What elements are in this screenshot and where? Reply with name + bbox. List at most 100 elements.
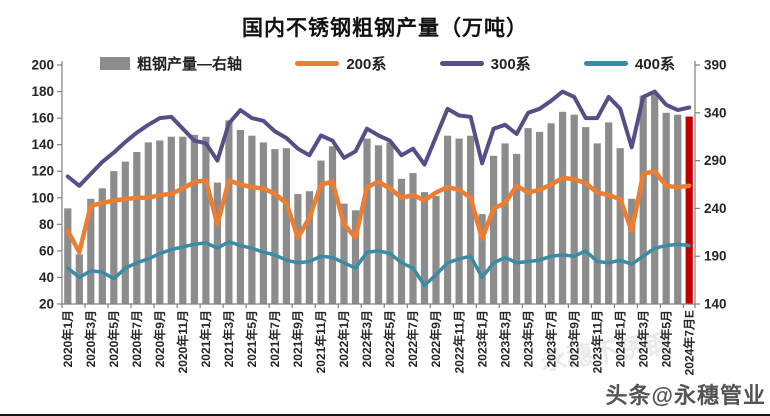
left-axis-tick-label: 180 (31, 84, 54, 99)
right-axis-tick-label: 290 (704, 153, 727, 168)
x-axis-tick-label: 2021年11月 (313, 310, 328, 373)
bar (386, 142, 394, 304)
bar (121, 161, 129, 304)
x-axis-tick-label: 2020年11月 (175, 310, 190, 373)
left-axis-tick-label: 120 (31, 164, 54, 179)
right-axis-tick-label: 190 (704, 249, 727, 264)
x-axis-tick-label: 2022年9月 (428, 310, 443, 367)
bar (639, 95, 647, 304)
x-axis-tick-label: 2021年1月 (198, 310, 213, 367)
bar-estimate-red (685, 116, 693, 304)
legend-item-400-series: 400系 (583, 53, 675, 74)
bars-crude-steel (64, 93, 693, 305)
bar (524, 128, 532, 304)
bar (513, 153, 521, 304)
bar (271, 149, 279, 304)
x-axis-tick-label: 2020年1月 (60, 310, 75, 367)
x-axis-tick-label: 2023年1月 (474, 310, 489, 367)
legend-label: 300系 (490, 56, 531, 73)
bar (582, 127, 590, 304)
x-axis-tick-label: 2023年5月 (520, 310, 535, 367)
bar (317, 160, 325, 304)
bar (202, 136, 210, 304)
line-300-series (65, 89, 692, 188)
line-swatch-icon (295, 61, 340, 66)
bar (282, 148, 290, 304)
x-axis-tick-label: 2020年5月 (106, 310, 121, 367)
x-axis-tick-label: 2021年9月 (290, 310, 305, 367)
left-axis-tick-label: 60 (39, 243, 54, 258)
right-axis-tick-label: 140 (704, 297, 727, 312)
chart-title: 国内不锈钢粗钢产量（万吨） (242, 17, 528, 40)
bar (179, 136, 187, 304)
x-axis-tick-label: 2020年9月 (152, 310, 167, 367)
x-axis-tick-label: 2022年11月 (451, 310, 466, 373)
x-axis-tick-label: 2022年1月 (336, 310, 351, 367)
bar (133, 152, 141, 304)
bar (294, 194, 302, 304)
legend-item-300-series: 300系 (439, 53, 531, 74)
x-axis-tick-label: 2022年7月 (405, 310, 420, 367)
bar (490, 155, 498, 304)
bar (674, 114, 682, 304)
x-axis-tick-label: 2021年7月 (267, 310, 282, 367)
x-axis-tick-label: 2024年5月 (658, 310, 673, 367)
left-axis-tick-label: 80 (39, 217, 54, 232)
bar (559, 111, 567, 304)
x-axis-tick-label: 2024年3月 (635, 310, 650, 367)
bar (374, 145, 383, 304)
right-axis-tick-label: 390 (704, 58, 727, 73)
bar (467, 135, 475, 304)
left-axis-tick-label: 20 (39, 297, 54, 312)
x-axis-tick-label: 2021年3月 (221, 310, 236, 367)
toutiao-watermark: 头条@永穗管业 (605, 383, 766, 408)
x-axis-tick-label: 2022年5月 (382, 310, 397, 367)
chart-legend: 粗钢产量—右轴 200系 300系 400系 (100, 53, 675, 74)
bar (110, 171, 118, 304)
bar (432, 196, 440, 304)
line-400-series (66, 239, 691, 288)
bar (64, 208, 72, 304)
bar (363, 138, 371, 304)
legend-label: 200系 (346, 56, 387, 73)
line-swatch-icon (583, 61, 628, 66)
bar (167, 136, 175, 304)
line-swatch-icon (439, 61, 484, 66)
bar (547, 123, 555, 304)
right-axis-tick-label: 240 (704, 201, 727, 216)
bar (248, 135, 256, 304)
bar (651, 93, 659, 304)
x-axis-tick-label: 2020年3月 (83, 310, 98, 367)
x-axis-tick-label: 2024年1月 (612, 310, 627, 367)
bar (225, 120, 233, 305)
bar (144, 142, 152, 304)
left-axis-tick-label: 40 (39, 270, 54, 285)
x-axis-tick-label: 2023年9月 (566, 310, 581, 367)
bar (305, 191, 313, 304)
bar (397, 178, 406, 304)
legend-label: 400系 (634, 56, 675, 73)
axes: 200 180 160 140 120 100 80 60 40 20 390 340 290 240 19… (31, 58, 726, 376)
x-axis-tick-label: 2020年7月 (129, 310, 144, 367)
bar (87, 198, 95, 304)
bar (455, 138, 463, 304)
bar (536, 131, 544, 304)
x-axis-tick-label: 2023年3月 (497, 310, 512, 367)
bar (156, 140, 164, 304)
left-axis-tick-label: 160 (31, 111, 54, 126)
legend-label: 粗钢产量—右轴 (137, 56, 243, 73)
bar (444, 135, 452, 304)
x-axis-tick-label: 2023年7月 (543, 310, 558, 367)
bar (501, 143, 509, 304)
bar (593, 143, 601, 304)
left-axis-tick-label: 140 (31, 137, 54, 152)
x-axis-tick-label: 2023年11月 (589, 310, 604, 373)
x-axis-tick-label: 2021年5月 (244, 310, 259, 367)
bar (351, 210, 360, 304)
bar (409, 173, 417, 304)
bar (570, 114, 578, 304)
bar (236, 130, 244, 304)
bar (328, 146, 337, 304)
bar-swatch-icon (100, 57, 130, 70)
